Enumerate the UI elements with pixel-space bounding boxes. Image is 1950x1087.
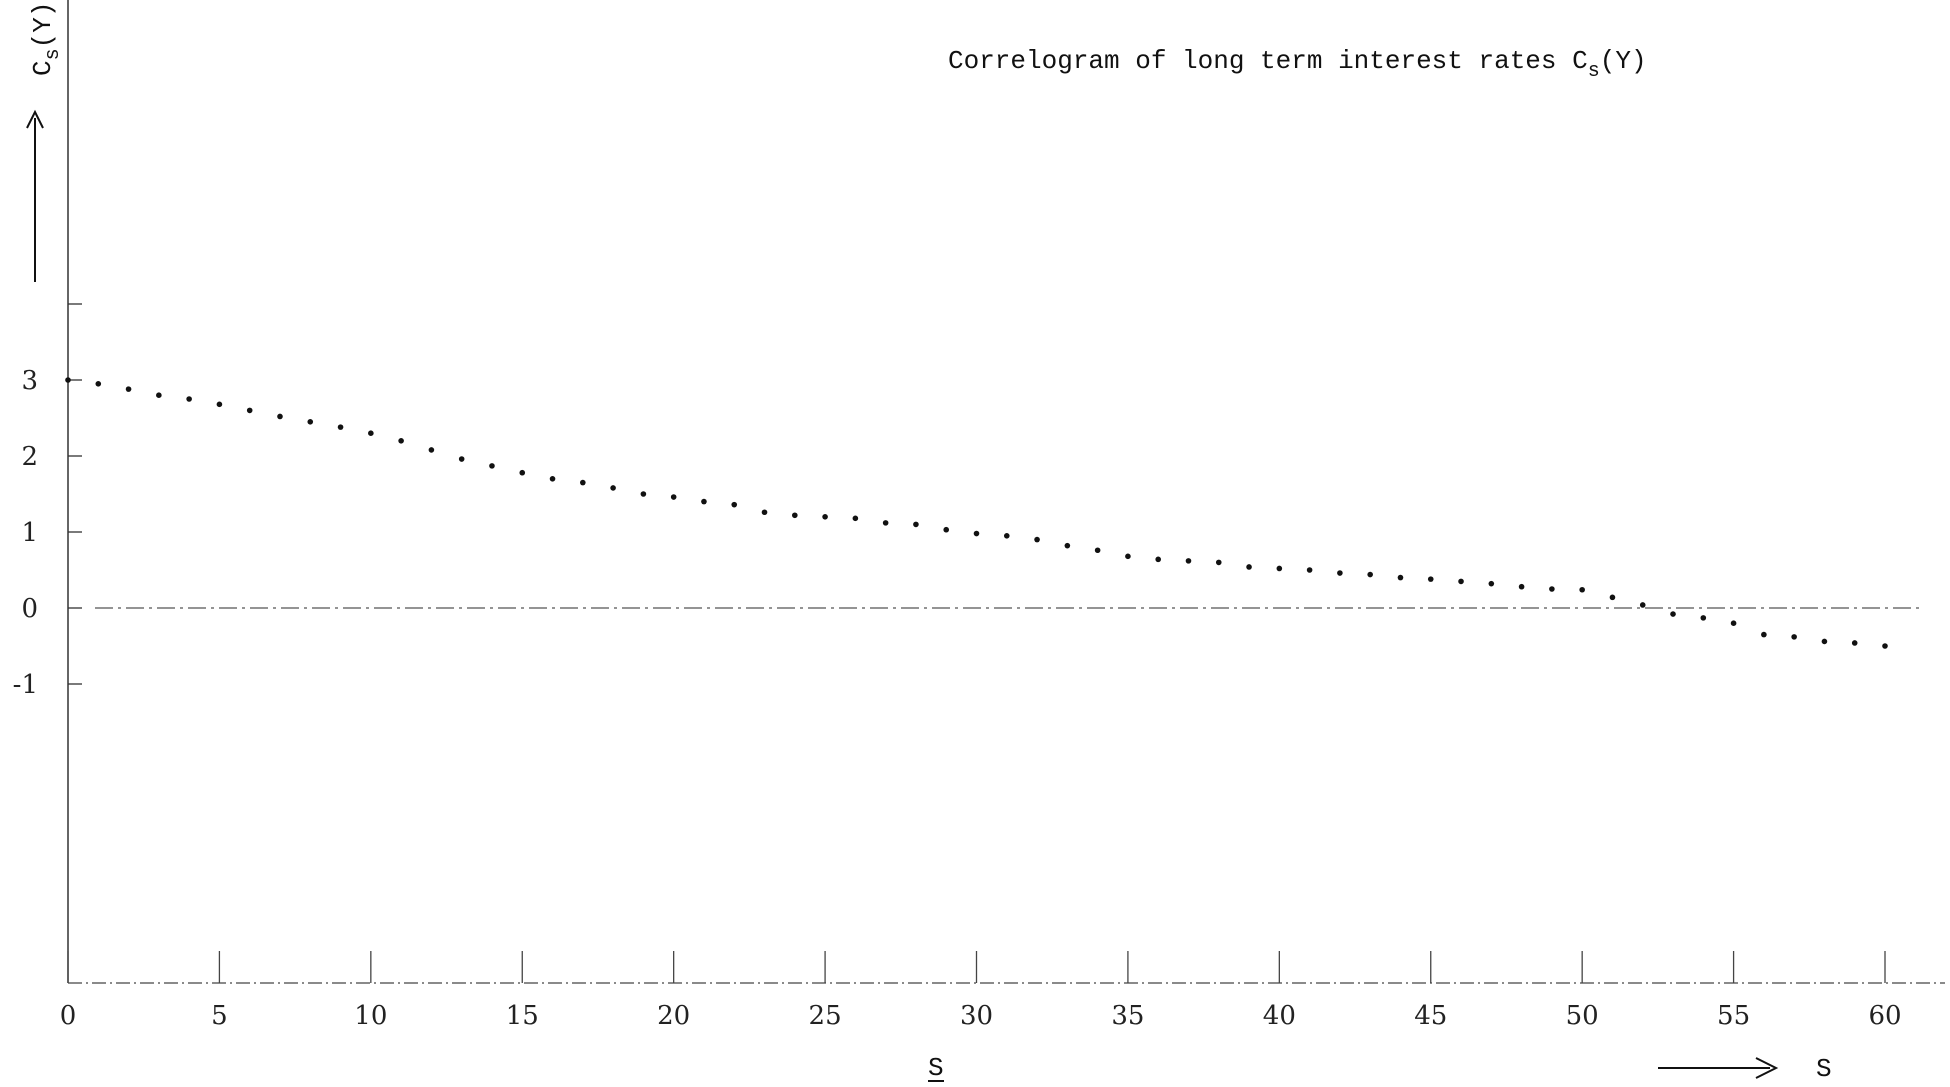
x-tick-label: 15 xyxy=(506,1001,539,1031)
data-point xyxy=(1670,611,1676,617)
chart-title: Correlogram of long term interest rates … xyxy=(948,46,1647,83)
x-tick-label: 25 xyxy=(809,1001,842,1031)
data-point xyxy=(1821,638,1828,645)
data-point xyxy=(1700,615,1707,621)
data-point xyxy=(943,526,950,533)
y-tick-label: 1 xyxy=(21,518,38,548)
x-tick-label: 30 xyxy=(960,1001,993,1031)
data-point xyxy=(1518,583,1525,590)
x-tick-label: 40 xyxy=(1263,1001,1296,1031)
data-point xyxy=(1003,533,1010,539)
data-point xyxy=(882,520,889,526)
data-point xyxy=(761,509,768,516)
y-tick-label: 3 xyxy=(21,366,38,396)
data-point xyxy=(1549,586,1555,592)
chart-title-main: Correlogram of long term interest rates … xyxy=(948,46,1588,76)
y-tick-label: -1 xyxy=(13,670,38,700)
y-tick-label: 0 xyxy=(21,594,38,624)
data-point xyxy=(670,494,677,500)
data-point xyxy=(156,392,162,399)
x-axis-arrow-label: S xyxy=(1816,1054,1832,1084)
data-point xyxy=(1276,565,1283,572)
y-axis-label-group: Cs(Y) xyxy=(28,2,65,76)
data-point xyxy=(307,419,314,425)
data-point xyxy=(913,521,919,528)
data-point xyxy=(852,515,859,522)
data-point xyxy=(549,476,556,482)
data-point xyxy=(1488,580,1495,587)
data-point xyxy=(1064,542,1071,549)
data-point xyxy=(1579,586,1585,593)
x-tick-label: 0 xyxy=(60,1001,77,1031)
y-axis-label-main: C xyxy=(28,60,58,76)
data-point xyxy=(1155,556,1161,563)
data-point xyxy=(458,456,465,462)
data-point xyxy=(1367,571,1373,578)
data-point xyxy=(368,430,374,437)
data-point xyxy=(640,491,647,497)
chart-title-tail: (Y) xyxy=(1600,46,1647,76)
y-axis-label-subscript: s xyxy=(42,48,65,60)
data-point xyxy=(1034,536,1040,543)
data-point xyxy=(277,413,283,420)
x-tick-label: 55 xyxy=(1717,1001,1750,1031)
x-axis-label: S xyxy=(928,1053,944,1083)
data-point xyxy=(973,530,980,537)
data-point xyxy=(186,396,192,402)
data-point xyxy=(1791,634,1797,640)
data-point xyxy=(1246,564,1252,570)
data-point xyxy=(519,469,526,476)
data-point xyxy=(1185,558,1192,564)
data-point xyxy=(65,377,71,383)
data-point xyxy=(1215,559,1222,566)
chart-title-subscript: s xyxy=(1588,60,1600,83)
data-point xyxy=(701,498,707,505)
data-point xyxy=(216,401,223,408)
x-tick-label: 60 xyxy=(1868,1001,1901,1031)
data-point xyxy=(792,512,798,519)
x-tick-label: 50 xyxy=(1566,1001,1599,1031)
data-point xyxy=(1397,574,1404,581)
data-point xyxy=(1639,602,1646,608)
data-point xyxy=(580,479,586,486)
data-point xyxy=(489,463,495,469)
y-axis-label-tail: (Y) xyxy=(28,2,58,49)
x-tick-label: 10 xyxy=(354,1001,387,1031)
y-tick-label: 2 xyxy=(21,442,38,472)
x-tick-label: 35 xyxy=(1111,1001,1144,1031)
data-point xyxy=(1125,553,1131,560)
x-tick-label: 5 xyxy=(211,1001,228,1031)
data-point xyxy=(1730,620,1737,626)
data-point xyxy=(731,501,738,508)
y-axis-label: Cs(Y) xyxy=(28,2,65,76)
data-point xyxy=(246,407,253,414)
x-tick-label: 45 xyxy=(1414,1001,1447,1031)
data-point xyxy=(1882,643,1888,649)
data-point xyxy=(398,438,404,444)
chart-points xyxy=(65,377,1888,649)
x-tick-label: 20 xyxy=(657,1001,690,1031)
data-point xyxy=(337,424,344,430)
data-point xyxy=(125,386,132,392)
data-point xyxy=(428,447,435,453)
y-axis-arrow xyxy=(26,109,44,282)
data-point xyxy=(1851,640,1858,646)
data-point xyxy=(822,514,828,520)
chart-axes xyxy=(67,0,1945,984)
data-point xyxy=(1609,594,1616,601)
data-point xyxy=(1458,578,1464,585)
data-point xyxy=(1337,570,1343,576)
x-axis-arrow xyxy=(1658,1057,1779,1079)
data-point xyxy=(1761,631,1767,638)
data-point xyxy=(610,485,616,491)
data-point xyxy=(1427,576,1434,582)
data-point xyxy=(95,381,102,387)
data-point xyxy=(1306,567,1313,573)
data-point xyxy=(1094,547,1101,554)
